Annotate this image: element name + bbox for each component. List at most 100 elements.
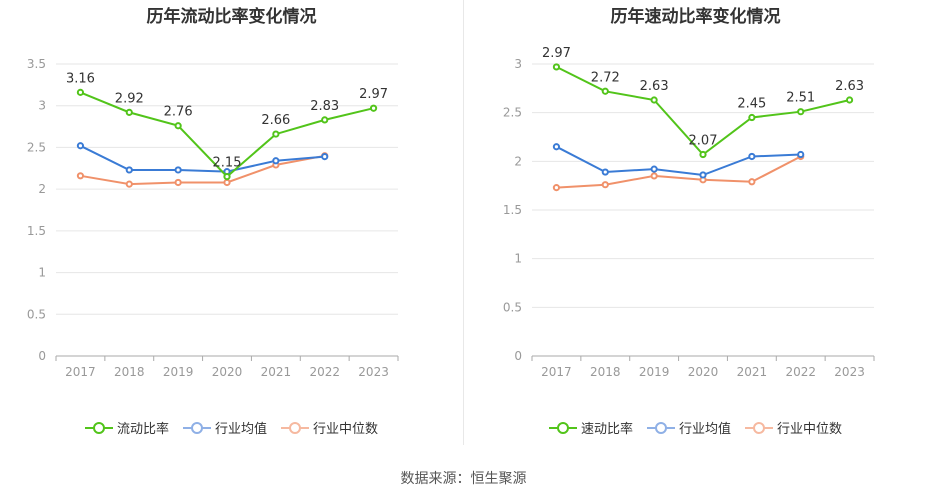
data-point — [223, 173, 231, 181]
legend-blue-circle-icon — [182, 421, 211, 434]
data-point — [845, 96, 854, 104]
x-tick-label: 2023 — [358, 365, 389, 379]
panel-divider — [463, 0, 464, 445]
data-point — [272, 157, 280, 165]
data-point — [552, 63, 561, 71]
legend-item-industry-median[interactable]: 行业中位数 — [281, 418, 378, 437]
legend-label: 速动比率 — [580, 422, 633, 437]
data-point — [76, 172, 85, 180]
data-point — [797, 150, 805, 159]
legend-green-circle-icon — [548, 421, 577, 434]
legend-label: 行业均值 — [678, 422, 731, 437]
x-tick-label: 2018 — [590, 365, 621, 379]
data-point — [748, 152, 756, 161]
legend-label: 流动比率 — [116, 422, 169, 437]
x-tick-label: 2021 — [261, 365, 292, 379]
y-tick-label: 1.5 — [503, 203, 522, 217]
data-label: 2.97 — [359, 87, 388, 102]
data-point — [174, 178, 182, 187]
legend-label: 行业中位数 — [777, 422, 843, 437]
data-point — [174, 122, 182, 130]
series-line — [80, 154, 325, 186]
data-point — [125, 108, 133, 116]
chart-title: 历年流动比率变化情况 — [146, 7, 317, 27]
legend-item-current-ratio[interactable]: 流动比率 — [84, 418, 169, 437]
data-label: 3.16 — [66, 71, 95, 86]
legend-item-industry-average[interactable]: 行业均值 — [182, 418, 267, 437]
data-label: 2.76 — [164, 105, 193, 120]
data-point — [699, 150, 707, 159]
current-ratio-panel: 0 0.5 1 1.5 2 2.5 3 3.5 2017 2018 2019 2020 2021 2022… — [0, 0, 463, 450]
legend-green-circle-icon — [84, 421, 113, 434]
data-label: 2.07 — [689, 134, 718, 149]
y-tick-label: 1 — [38, 266, 46, 280]
x-tick-label: 2019 — [163, 365, 194, 379]
data-label: 2.66 — [261, 113, 290, 128]
data-label: 2.51 — [786, 91, 815, 106]
legend-label: 行业中位数 — [313, 422, 379, 437]
quick-ratio-chart: 0 0.5 1 1.5 2 2.5 3 2017 2018 2019 2020 2021 2022 202… — [503, 46, 875, 379]
data-point — [601, 168, 609, 176]
legend-item-quick-ratio[interactable]: 速动比率 — [548, 418, 633, 437]
y-tick-label: 2.5 — [27, 140, 46, 154]
y-tick-label: 1 — [514, 252, 522, 266]
y-tick-label: 3 — [38, 99, 46, 113]
data-label: 2.97 — [542, 46, 571, 61]
series-line — [556, 155, 802, 189]
data-label: 2.92 — [115, 91, 144, 106]
data-label: 2.83 — [310, 99, 339, 114]
x-tick-label: 2020 — [212, 365, 243, 379]
series-line — [79, 144, 325, 173]
data-point — [125, 180, 133, 188]
quick-ratio-panel: 0 0.5 1 1.5 2 2.5 3 2017 2018 2019 2020 2021 2022 202… — [464, 0, 927, 450]
data-point — [699, 171, 707, 179]
legend-blue-circle-icon — [646, 421, 675, 434]
y-tick-label: 3.5 — [27, 57, 46, 71]
legend: 流动比率 行业均值 行业中位数 — [0, 418, 463, 437]
data-point — [369, 104, 378, 112]
current-ratio-chart: 0 0.5 1 1.5 2 2.5 3 3.5 2017 2018 2019 2020 2021 2022… — [27, 57, 399, 379]
data-source-note: 数据来源：恒生聚源 — [400, 471, 527, 487]
data-point — [552, 143, 561, 151]
data-point — [272, 130, 280, 138]
data-point — [125, 166, 133, 174]
data-point — [748, 178, 756, 186]
y-tick-label: 0 — [514, 349, 522, 363]
y-tick-label: 3 — [514, 57, 522, 71]
y-tick-label: 0.5 — [27, 307, 46, 321]
data-point — [223, 178, 231, 187]
legend-item-industry-average[interactable]: 行业均值 — [646, 418, 731, 437]
x-tick-label: 2017 — [65, 365, 96, 379]
legend-orange-circle-icon — [745, 421, 773, 434]
data-point — [650, 96, 658, 104]
series-line — [555, 145, 801, 177]
legend-label: 行业均值 — [214, 422, 267, 437]
data-label: 2.72 — [591, 70, 620, 85]
data-point — [552, 184, 561, 192]
legend: 速动比率 行业均值 行业中位数 — [464, 418, 927, 437]
chart-title: 历年速动比率变化情况 — [610, 7, 781, 27]
x-tick-label: 2018 — [114, 365, 145, 379]
data-point — [650, 172, 658, 180]
y-tick-label: 0 — [38, 349, 46, 363]
x-tick-label: 2022 — [309, 365, 340, 379]
data-label: 2.63 — [640, 79, 669, 94]
data-point — [321, 116, 329, 124]
legend-item-industry-median[interactable]: 行业中位数 — [745, 418, 842, 437]
data-label: 2.63 — [835, 79, 864, 94]
data-label: 2.45 — [737, 97, 766, 112]
data-label: 2.15 — [213, 156, 242, 171]
x-tick-label: 2019 — [639, 365, 670, 379]
data-point — [321, 153, 329, 161]
data-point — [174, 166, 182, 174]
x-tick-label: 2022 — [785, 365, 816, 379]
x-tick-label: 2021 — [737, 365, 768, 379]
data-point — [601, 87, 609, 95]
legend-orange-circle-icon — [281, 421, 309, 434]
y-tick-label: 2 — [38, 182, 46, 196]
data-point — [76, 142, 85, 150]
y-tick-label: 0.5 — [503, 300, 522, 314]
data-point — [797, 108, 805, 116]
x-tick-label: 2020 — [688, 365, 719, 379]
y-tick-label: 1.5 — [27, 224, 46, 238]
